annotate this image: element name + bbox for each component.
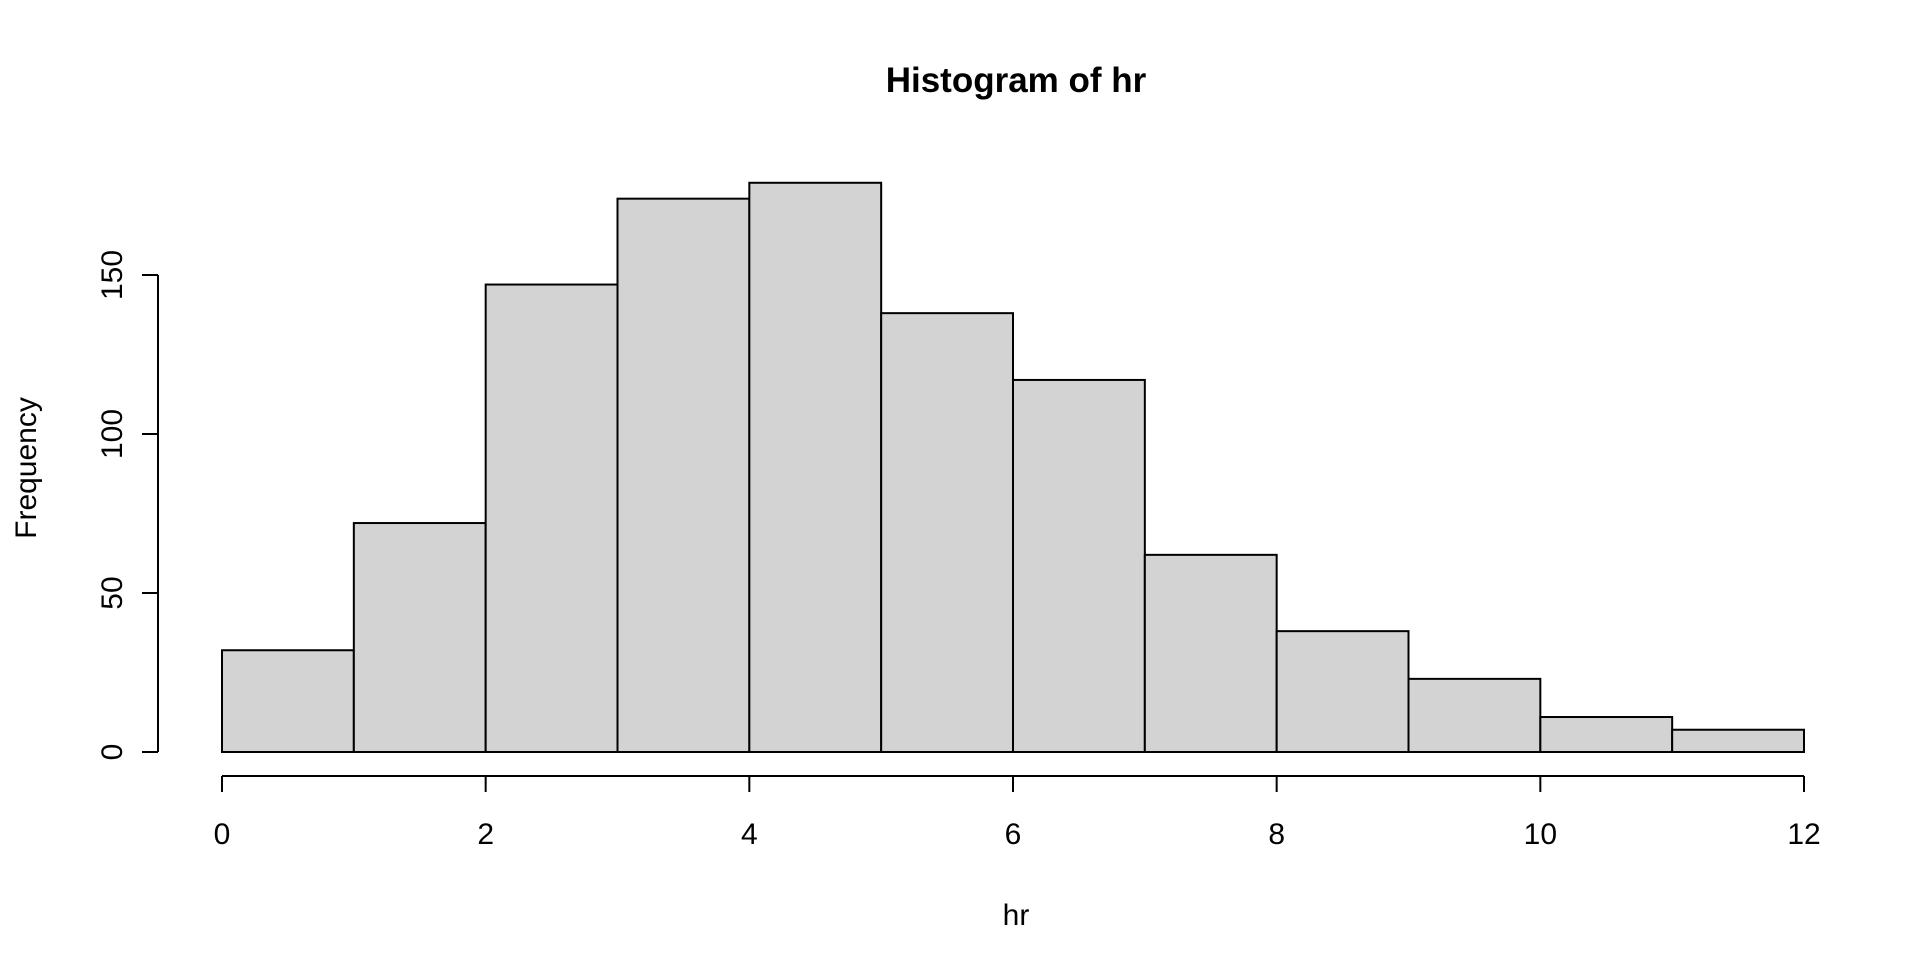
x-tick-label: 0 (214, 818, 231, 851)
histogram-bar (1143, 553, 1278, 754)
histogram-bar (1012, 378, 1146, 753)
x-tick-label: 8 (1268, 818, 1285, 851)
y-tick-label: 0 (96, 744, 129, 761)
histogram-bar (1539, 716, 1674, 754)
histogram-bar (880, 312, 1015, 753)
bars-group (221, 181, 1805, 754)
x-axis-label: hr (1003, 899, 1030, 932)
chart-title: Histogram of hr (886, 61, 1147, 100)
histogram-bar (748, 181, 883, 753)
histogram-bar (1671, 728, 1805, 753)
y-tick-label: 50 (96, 576, 129, 609)
histogram-bar (616, 197, 751, 753)
x-tick-label: 12 (1787, 818, 1820, 851)
histogram-bar (352, 522, 487, 753)
y-tick-label: 100 (96, 409, 129, 459)
x-tick-label: 4 (741, 818, 758, 851)
histogram-bar (1407, 677, 1542, 753)
x-axis: 0 2 4 6 8 10 12 (214, 775, 1821, 851)
x-tick-label: 6 (1005, 818, 1022, 851)
y-axis: 0 50 100 150 (96, 250, 159, 761)
histogram-bar (1275, 630, 1410, 753)
y-axis-label: Frequency (10, 397, 43, 539)
histogram-bar (221, 649, 355, 753)
x-tick-label: 10 (1524, 818, 1557, 851)
y-tick-label: 150 (96, 250, 129, 300)
x-tick-label: 2 (477, 818, 494, 851)
histogram-bar (484, 283, 619, 753)
